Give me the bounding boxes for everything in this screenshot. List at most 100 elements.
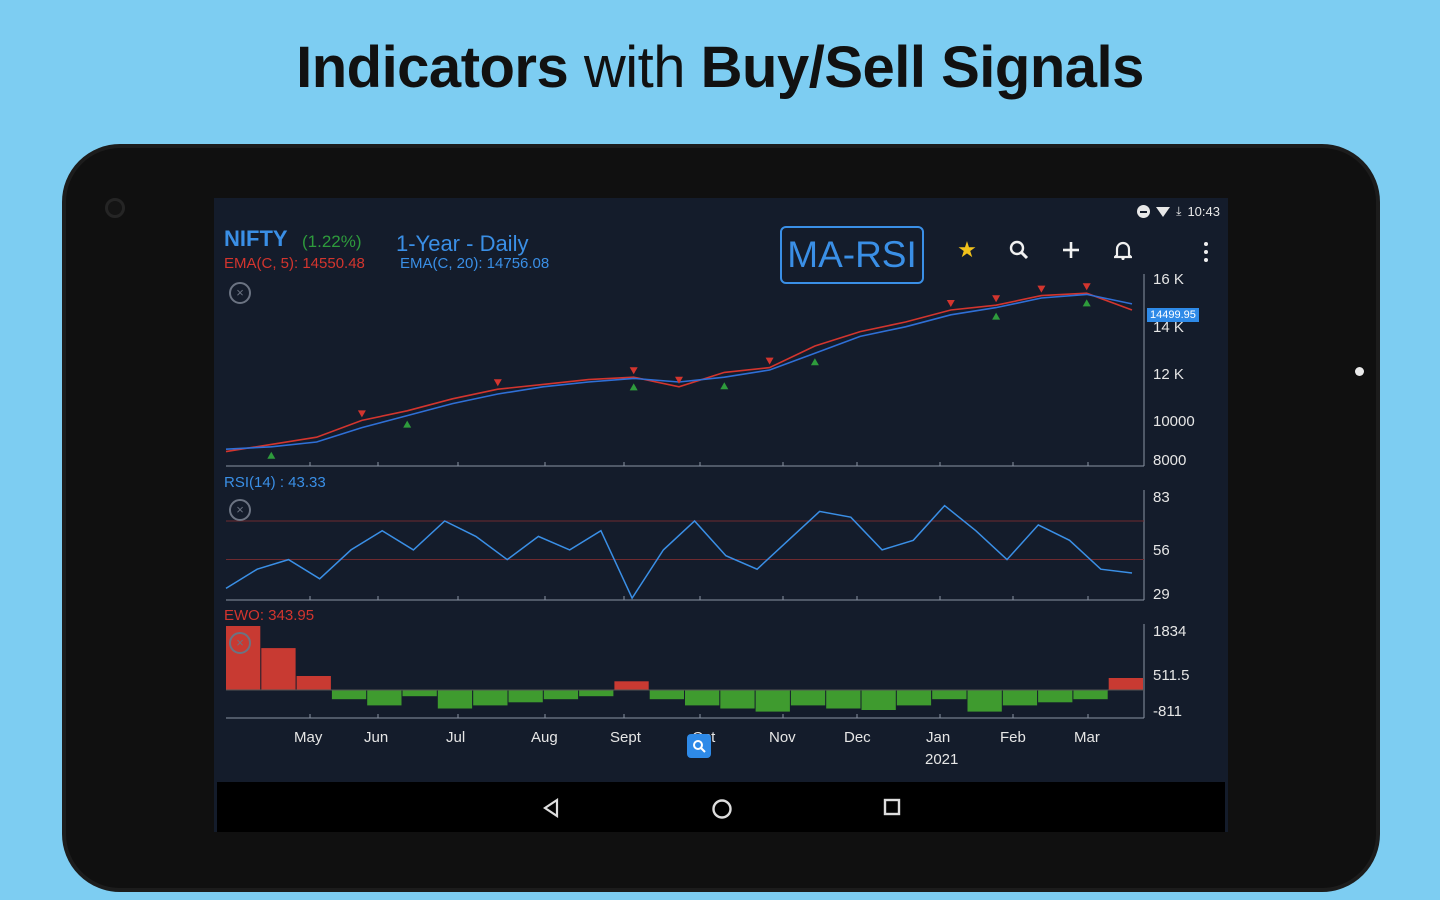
sell-signal-0 — [357, 410, 366, 418]
month-jun: Jun — [364, 729, 389, 746]
sell-signal-7 — [1037, 285, 1046, 293]
month-may: May — [294, 729, 323, 746]
sell-signal-4 — [765, 357, 774, 365]
ewo-tick-3: -811 — [1153, 703, 1182, 720]
ema-long-label: EMA(C, 20): 14756.08 — [400, 255, 550, 272]
month-nov: Nov — [769, 729, 796, 746]
ewo-bar-1 — [261, 648, 296, 690]
plus-icon[interactable] — [1060, 238, 1082, 262]
close-price-panel-icon[interactable]: × — [229, 282, 251, 304]
sell-signal-1 — [493, 379, 502, 387]
month-dec: Dec — [844, 729, 871, 746]
ewo-bar-24 — [1073, 690, 1108, 700]
buy-signal-3 — [720, 382, 729, 390]
month-jan: Jan — [926, 729, 951, 746]
ewo-tick-2: 511.5 — [1153, 667, 1190, 684]
toolbar: ★ — [956, 238, 1134, 262]
camera-icon — [105, 198, 125, 218]
dnd-icon — [1137, 205, 1151, 218]
buy-signal-6 — [1082, 299, 1091, 307]
ema-short-label: EMA(C, 5): 14550.48 — [224, 255, 365, 272]
sell-signal-2 — [629, 367, 638, 375]
ewo-bar-19 — [896, 690, 932, 706]
wifi-icon — [1156, 206, 1171, 217]
ewo-bar-10 — [579, 690, 614, 697]
promo-headline: Indicators with Buy/Sell Signals — [0, 34, 1440, 101]
ewo-bar-22 — [1002, 690, 1038, 706]
ewo-bar-23 — [1038, 690, 1073, 703]
buy-signal-1 — [403, 420, 412, 428]
status-bar: ⤓ 10:43 — [1137, 204, 1220, 219]
app-screen: ⤓ 10:43 NIFTY (1.22%) 1-Year - Daily EMA… — [214, 198, 1228, 832]
rsi-label: RSI(14) : 43.33 — [224, 474, 326, 491]
last-price-tag: 14499.95 — [1147, 308, 1199, 322]
ewo-bar-15 — [755, 690, 790, 712]
headline-part-2: with — [568, 35, 701, 100]
headline-part-3: Buy/Sell Signals — [700, 35, 1145, 100]
strategy-badge[interactable]: MA-RSI — [780, 226, 924, 284]
chart-canvas[interactable] — [214, 198, 1228, 832]
ewo-bar-20 — [932, 690, 967, 700]
price-tick-1: 16 K — [1153, 271, 1184, 288]
sell-signal-8 — [1082, 283, 1091, 291]
period-selector[interactable]: 1-Year - Daily — [396, 231, 529, 256]
month-sept: Sept — [610, 729, 641, 746]
ewo-bar-13 — [685, 690, 720, 706]
sell-signal-6 — [992, 295, 1001, 303]
rsi-line — [225, 504, 1133, 600]
price-series-0 — [225, 292, 1133, 453]
ewo-bar-12 — [649, 690, 684, 700]
price-tick-3: 12 K — [1153, 366, 1184, 383]
ewo-bar-11 — [614, 681, 649, 690]
ewo-bar-8 — [508, 690, 543, 703]
close-rsi-panel-icon[interactable]: × — [229, 499, 251, 521]
buy-signal-5 — [992, 312, 1001, 320]
sensor-dot — [1355, 367, 1364, 376]
ewo-bar-5 — [402, 690, 437, 697]
ewo-bar-18 — [861, 690, 896, 710]
more-vert-icon[interactable] — [1204, 242, 1210, 262]
ewo-bar-21 — [967, 690, 1002, 712]
ewo-bar-16 — [790, 690, 826, 706]
month-mar: Mar — [1074, 729, 1100, 746]
recents-icon[interactable] — [883, 798, 901, 816]
search-icon[interactable] — [1008, 238, 1030, 262]
percent-change: (1.22%) — [302, 232, 362, 251]
sell-signal-5 — [946, 300, 955, 307]
buy-signal-0 — [267, 451, 276, 459]
price-tick-5: 8000 — [1153, 452, 1187, 469]
rsi-tick-3: 29 — [1153, 586, 1170, 603]
ewo-bar-7 — [473, 690, 508, 706]
ewo-bar-17 — [826, 690, 861, 709]
ewo-label: EWO: 343.95 — [224, 607, 315, 624]
close-ewo-panel-icon[interactable]: × — [229, 632, 251, 654]
buy-signal-2 — [629, 383, 638, 391]
ewo-bar-3 — [331, 690, 367, 700]
rsi-tick-2: 56 — [1153, 542, 1170, 559]
year-label: 2021 — [925, 751, 959, 768]
headline-part-1: Indicators — [296, 35, 569, 100]
ewo-bar-2 — [296, 676, 331, 690]
android-nav-bar — [217, 782, 1225, 832]
bell-icon[interactable] — [1112, 238, 1134, 262]
ewo-bar-25 — [1108, 678, 1143, 690]
status-time: 10:43 — [1187, 204, 1220, 219]
ewo-bar-14 — [720, 690, 755, 709]
star-icon[interactable]: ★ — [957, 237, 977, 262]
price-tick-4: 10000 — [1153, 413, 1195, 430]
price-tick-2: 14 K — [1153, 319, 1184, 336]
ewo-bar-6 — [437, 690, 473, 709]
symbol-name[interactable]: NIFTY — [224, 226, 288, 251]
buy-signal-4 — [810, 358, 819, 366]
zoom-search-icon[interactable] — [687, 734, 711, 758]
month-aug: Aug — [531, 729, 558, 746]
ewo-tick-1: 1834 — [1153, 623, 1187, 640]
download-icon: ⤓ — [1176, 204, 1182, 218]
ewo-bar-9 — [543, 690, 579, 700]
ewo-bar-4 — [367, 690, 402, 706]
home-icon[interactable] — [711, 798, 733, 820]
rsi-tick-1: 83 — [1153, 489, 1170, 506]
back-icon[interactable] — [542, 798, 560, 818]
month-jul: Jul — [446, 729, 466, 746]
month-feb: Feb — [1000, 729, 1026, 746]
